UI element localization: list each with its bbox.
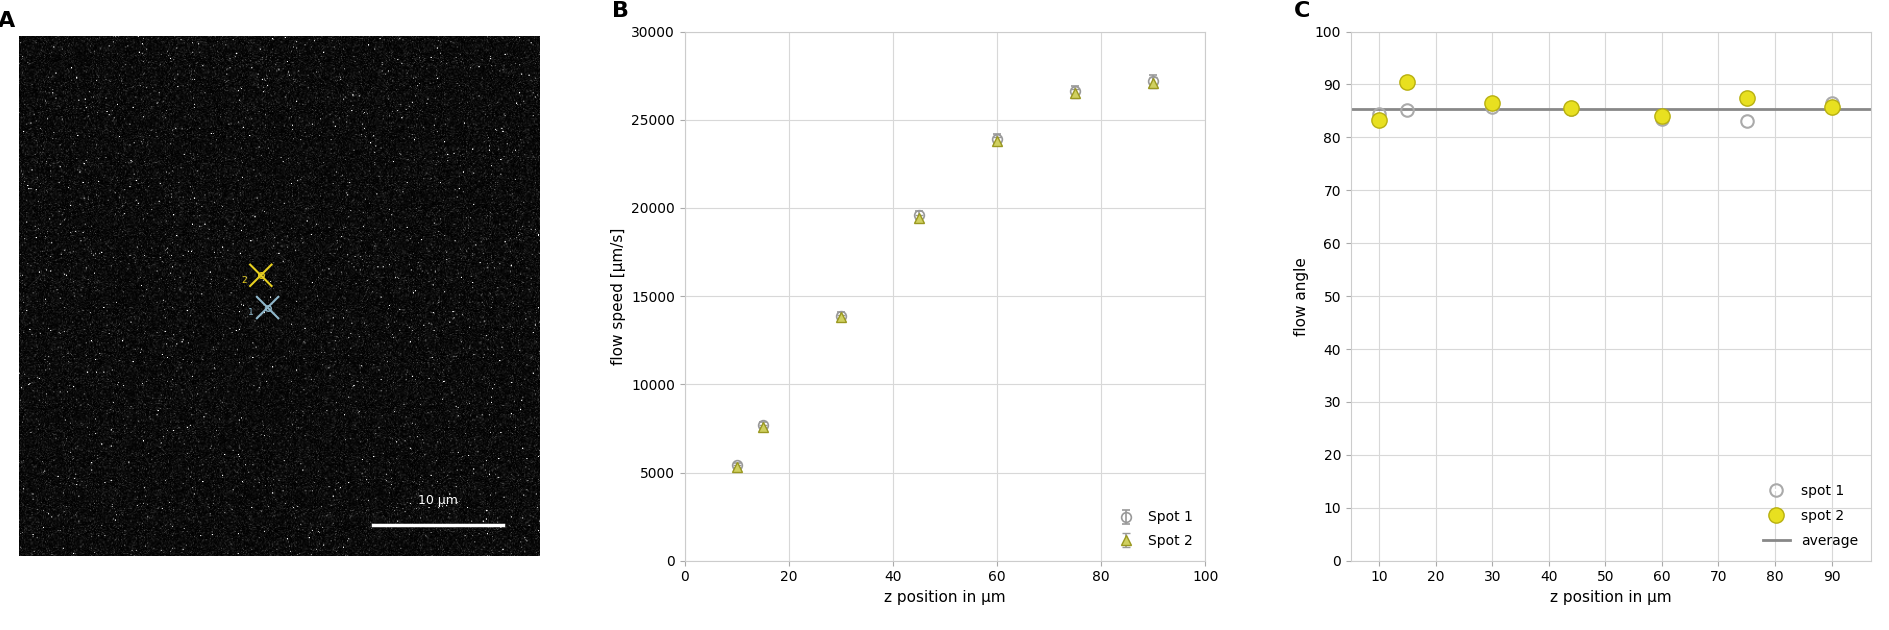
Legend: spot 1, spot 2, average: spot 1, spot 2, average bbox=[1757, 478, 1863, 554]
Text: C: C bbox=[1292, 1, 1309, 21]
X-axis label: z position in μm: z position in μm bbox=[884, 590, 1005, 605]
spot 2 bbox=[1396, 78, 1419, 86]
Legend: Spot 1, Spot 2: Spot 1, Spot 2 bbox=[1109, 505, 1198, 554]
spot 1 bbox=[1481, 103, 1504, 110]
spot 1 bbox=[1734, 118, 1757, 125]
spot 2 bbox=[1558, 105, 1581, 112]
Text: A: A bbox=[0, 11, 15, 31]
spot 2 bbox=[1649, 112, 1672, 120]
spot 1 bbox=[1558, 105, 1581, 113]
Y-axis label: flow speed [μm/s]: flow speed [μm/s] bbox=[610, 227, 625, 365]
spot 1 bbox=[1368, 110, 1390, 117]
X-axis label: z position in μm: z position in μm bbox=[1549, 590, 1672, 605]
Text: 10 μm: 10 μm bbox=[417, 494, 457, 507]
Y-axis label: flow angle: flow angle bbox=[1294, 256, 1309, 336]
spot 1 bbox=[1649, 115, 1672, 123]
spot 2 bbox=[1481, 99, 1504, 106]
Line: spot 1: spot 1 bbox=[1371, 96, 1836, 128]
spot 1 bbox=[1396, 106, 1419, 113]
Line: spot 2: spot 2 bbox=[1371, 74, 1838, 128]
spot 2 bbox=[1368, 117, 1390, 124]
Text: B: B bbox=[612, 1, 629, 21]
spot 2 bbox=[1819, 103, 1842, 110]
spot 2 bbox=[1734, 94, 1757, 101]
spot 1 bbox=[1819, 99, 1842, 106]
Text: 1: 1 bbox=[247, 308, 253, 318]
Text: 2: 2 bbox=[242, 276, 247, 285]
